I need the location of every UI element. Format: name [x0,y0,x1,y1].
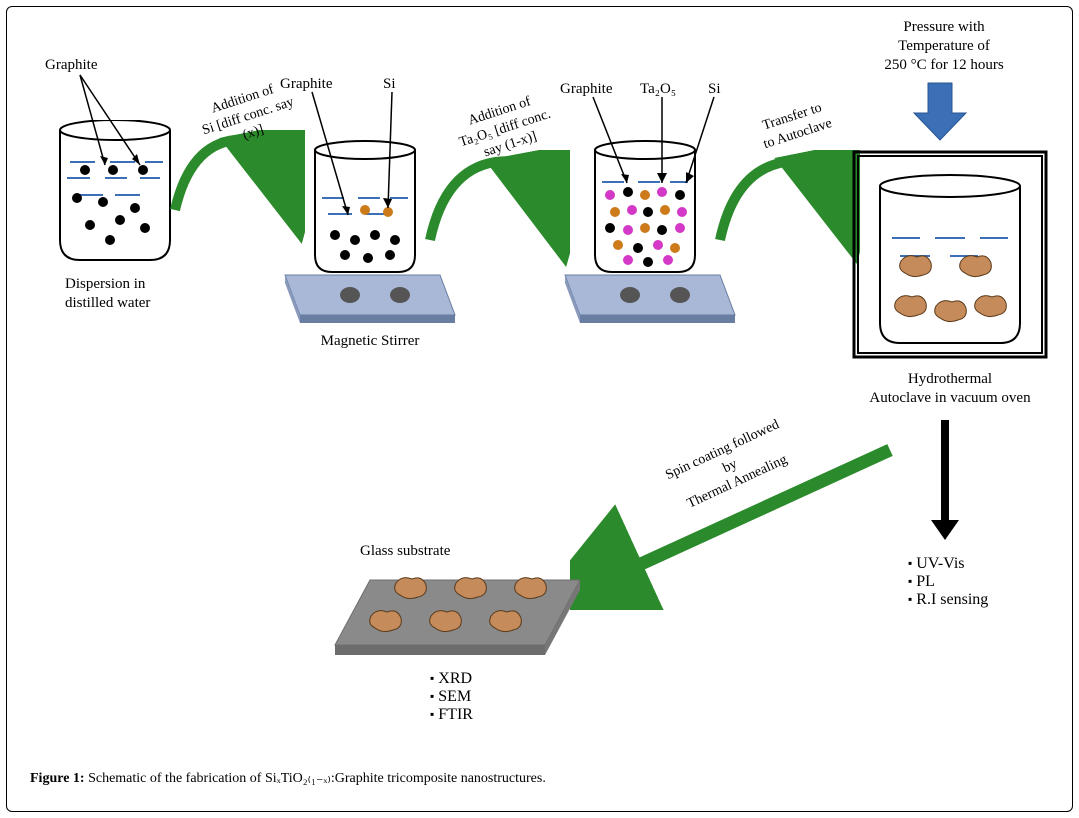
autoclave [850,148,1050,373]
analysis-right-0: UV-Vis [908,555,988,573]
analysis-left-2: FTIR [430,706,473,724]
analysis-left-0: XRD [430,670,473,688]
analysis-left-1: SEM [430,688,473,706]
label-dispersion: Dispersion in distilled water [65,275,150,313]
analysis-list-left: XRD SEM FTIR [430,670,473,724]
analysis-right-1: PL [908,573,988,591]
label-pressure-temp: Pressure with Temperature of 250 °C for … [854,18,1034,74]
pointer-graphite-2 [300,90,370,220]
pointer-graphite-1 [45,70,165,170]
analysis-right-2: R.I sensing [908,591,988,609]
arrow-step3-to-autoclave [710,150,860,280]
analysis-list-right: UV-Vis PL R.I sensing [908,555,988,609]
blue-arrow-down [910,78,970,148]
label-magnetic-stirrer: Magnetic Stirrer [300,332,440,351]
arrow-autoclave-to-analysis [925,415,965,545]
label-hydrothermal: Hydrothermal Autoclave in vacuum oven [840,370,1060,408]
pointer-graphite-3 [585,95,645,190]
figure-caption: Figure 1: Schematic of the fabrication o… [30,770,546,787]
label-glass-substrate: Glass substrate [360,542,450,561]
glass-substrate [330,560,590,685]
pointer-si [378,90,418,220]
